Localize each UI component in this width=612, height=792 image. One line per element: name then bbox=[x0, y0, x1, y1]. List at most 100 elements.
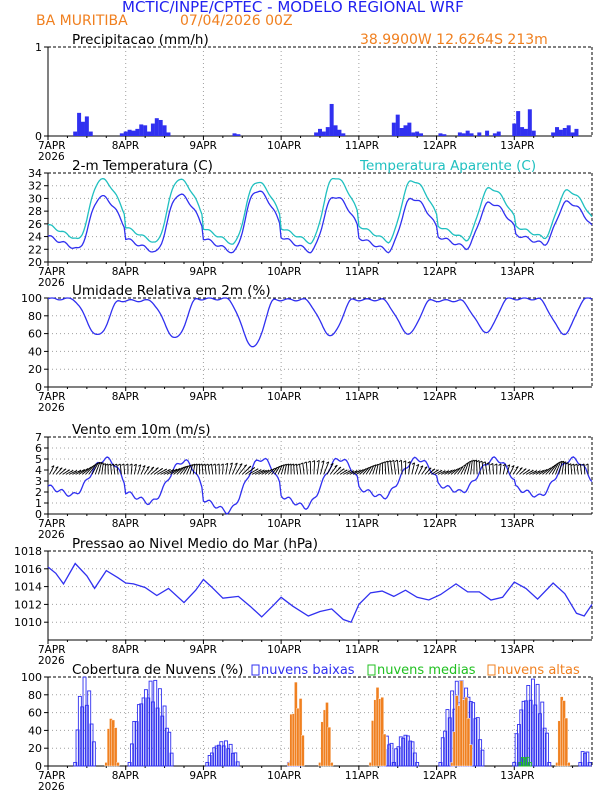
x-tick-label: 10APR bbox=[267, 266, 301, 278]
panel-rh: 0 20 40 60 80 100 7APR 8APR 9APR 10APR 11APR 12APR 1… bbox=[21, 283, 593, 414]
wind-arrowhead bbox=[452, 469, 456, 472]
precip-bar bbox=[329, 103, 334, 136]
wind-arrow bbox=[277, 465, 283, 475]
precip-bar bbox=[492, 133, 497, 136]
wind-arrowhead bbox=[51, 465, 55, 468]
wind-arrowhead bbox=[225, 462, 228, 466]
wind-arrowhead bbox=[515, 466, 519, 469]
cloud-bar-low bbox=[405, 735, 410, 767]
wind-arrowhead bbox=[189, 464, 193, 467]
wind-arrow bbox=[211, 463, 214, 475]
precip-bar bbox=[415, 131, 420, 136]
cloud-bar-low bbox=[537, 713, 542, 767]
wind-arrow bbox=[228, 462, 233, 475]
wind-arrowhead bbox=[502, 463, 506, 467]
wind-arrowhead bbox=[387, 460, 391, 463]
precip-bar bbox=[77, 112, 82, 136]
wind-arrowhead bbox=[435, 469, 439, 472]
cloud-bar-low bbox=[438, 761, 443, 767]
cloud-bar-low bbox=[387, 744, 392, 767]
wind-arrow bbox=[387, 461, 390, 475]
precip-bar bbox=[465, 130, 470, 136]
cloud-bar-low bbox=[542, 727, 547, 767]
panel-title: Cobertura de Nuvens (%) bbox=[72, 662, 243, 678]
precip-bar bbox=[321, 131, 326, 136]
x-tick-label: 13APR bbox=[500, 391, 534, 403]
wind-arrowhead bbox=[571, 463, 575, 466]
cloud-bar-low bbox=[547, 761, 552, 767]
wind-arrowhead bbox=[551, 465, 555, 469]
cloud-bar-low bbox=[514, 733, 519, 767]
header-run-date: 07/04/2026 00Z bbox=[180, 13, 293, 29]
wind-arrowhead bbox=[98, 461, 102, 465]
x-year-label: 2026 bbox=[38, 529, 65, 541]
wind-arrowhead bbox=[581, 463, 585, 466]
wind-arrowhead bbox=[486, 462, 490, 465]
cloud-bar-low bbox=[212, 747, 217, 767]
cloud-bar-low bbox=[160, 715, 165, 767]
header-title: MCTIC/INPE/CPTEC - MODELO REGIONAL WRF bbox=[122, 0, 464, 16]
precip-bar bbox=[143, 125, 148, 136]
precip-bar bbox=[131, 130, 136, 136]
wind-arrow bbox=[192, 463, 196, 475]
wind-arrowhead bbox=[379, 462, 383, 465]
wind-arrow bbox=[470, 460, 473, 475]
wind-arrow bbox=[133, 464, 137, 475]
cloud-bar-low bbox=[217, 744, 221, 767]
y-tick-label: 40 bbox=[28, 345, 42, 358]
cloud-bar-low bbox=[129, 743, 134, 767]
y-tick-label: 0 bbox=[35, 381, 42, 394]
precip-bar bbox=[80, 121, 85, 136]
wind-arrowhead bbox=[449, 470, 453, 473]
wind-speed-line bbox=[47, 456, 593, 515]
x-tick-label: 7APR bbox=[38, 770, 66, 782]
wind-arrowhead bbox=[290, 463, 294, 466]
cloud-bar-low bbox=[75, 729, 80, 767]
wind-arrow bbox=[411, 462, 416, 475]
precip-bar bbox=[411, 132, 416, 136]
wind-arrowhead bbox=[146, 466, 150, 469]
wind-arrowhead bbox=[205, 463, 209, 466]
wind-arrow bbox=[204, 463, 207, 475]
legend-swatch bbox=[487, 664, 496, 676]
y-tick-label: 0 bbox=[35, 508, 42, 521]
wind-arrowhead bbox=[537, 470, 541, 473]
wind-arrowhead bbox=[177, 468, 181, 471]
wind-arrow bbox=[274, 466, 281, 475]
wind-arrow bbox=[573, 463, 576, 475]
x-year-label: 2026 bbox=[38, 781, 65, 792]
wind-arrowhead bbox=[469, 460, 473, 463]
x-tick-label: 9APR bbox=[189, 644, 217, 656]
wind-arrow bbox=[457, 466, 464, 475]
x-tick-label: 8APR bbox=[112, 770, 140, 782]
precip-bar bbox=[574, 128, 579, 136]
wind-arrow bbox=[512, 466, 519, 475]
y-tick-label: 20 bbox=[28, 742, 42, 755]
wind-arrowhead bbox=[498, 463, 502, 466]
precip-bar bbox=[419, 133, 424, 136]
wind-arrowhead bbox=[187, 464, 191, 468]
cloud-bar-low bbox=[530, 678, 535, 767]
x-tick-label: 11APR bbox=[345, 644, 379, 656]
precip-bar bbox=[127, 129, 132, 136]
x-tick-label: 9APR bbox=[189, 770, 217, 782]
wind-arrow bbox=[329, 464, 338, 475]
wind-arrowhead bbox=[442, 470, 446, 473]
wind-arrowhead bbox=[563, 461, 567, 464]
wind-arrow bbox=[195, 463, 198, 475]
wind-arrowhead bbox=[117, 463, 121, 466]
y-tick-label: 26 bbox=[28, 218, 42, 231]
wind-arrowhead bbox=[102, 463, 106, 466]
wind-arrowhead bbox=[138, 464, 142, 467]
wind-arrowhead bbox=[216, 463, 220, 466]
legend-nuvens-altas: nuvens altas bbox=[497, 663, 580, 678]
cloud-bar-low bbox=[164, 727, 169, 767]
precip-bar bbox=[135, 128, 140, 136]
cloud-bar-low bbox=[80, 706, 85, 767]
wind-arrowhead bbox=[341, 468, 345, 471]
wind-arrowhead bbox=[368, 466, 372, 469]
wind-arrowhead bbox=[347, 470, 351, 473]
precip-bar bbox=[166, 132, 171, 136]
